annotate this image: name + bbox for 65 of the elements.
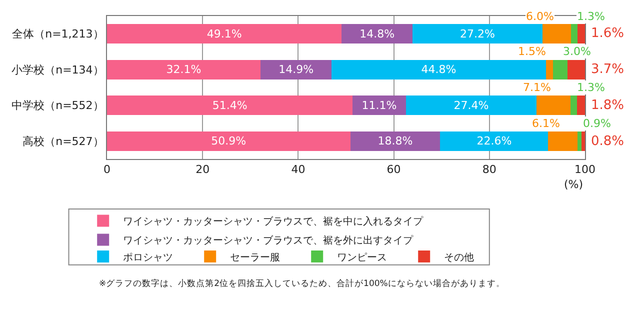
bar bbox=[576, 96, 585, 116]
bar bbox=[260, 60, 332, 80]
bar bbox=[440, 131, 548, 151]
bar bbox=[546, 60, 553, 80]
data-label: 44.8% bbox=[421, 63, 456, 76]
data-label: 6.1% bbox=[532, 117, 560, 130]
bar bbox=[107, 60, 260, 80]
x-axis-title: (%) bbox=[564, 178, 584, 191]
data-label: 1.6% bbox=[591, 26, 624, 41]
data-label: 3.7% bbox=[591, 62, 624, 77]
bar bbox=[350, 131, 440, 151]
x-tick-label: 20 bbox=[196, 163, 210, 176]
y-tick-label: 中学校（n=552） bbox=[12, 99, 104, 112]
data-label: 22.6% bbox=[476, 134, 512, 148]
data-label: 0.8% bbox=[591, 134, 624, 149]
legend-label: ワンピース bbox=[337, 252, 388, 264]
data-label: 50.9% bbox=[211, 134, 246, 148]
data-label: 1.3% bbox=[577, 81, 605, 94]
bar bbox=[107, 96, 353, 116]
legend-label: ワイシャツ・カッターシャツ・ブラウスで、裾を中に入れるタイプ bbox=[123, 216, 424, 228]
bar bbox=[406, 96, 537, 116]
x-tick-label: 60 bbox=[386, 163, 401, 176]
bar bbox=[352, 96, 406, 116]
bar bbox=[542, 24, 572, 44]
bar bbox=[107, 131, 350, 151]
bar bbox=[552, 60, 568, 80]
legend-label: ポロシャツ bbox=[123, 252, 174, 264]
legend-label: その他 bbox=[444, 251, 474, 264]
bar bbox=[332, 60, 546, 80]
data-label: 1.3% bbox=[577, 10, 605, 23]
data-label: 51.4% bbox=[212, 98, 248, 112]
data-label: 27.4% bbox=[454, 98, 489, 112]
data-label: 3.0% bbox=[563, 45, 591, 58]
bar bbox=[107, 24, 342, 44]
data-label: 32.1% bbox=[166, 63, 202, 76]
bar bbox=[567, 60, 585, 80]
bar bbox=[577, 131, 582, 151]
x-tick-label: 0 bbox=[104, 163, 110, 176]
data-label: 7.1% bbox=[523, 81, 551, 94]
bar bbox=[570, 96, 577, 116]
data-label: 1.8% bbox=[591, 98, 624, 113]
y-tick-label: 高校（n=527） bbox=[22, 134, 104, 148]
data-label: 18.8% bbox=[378, 134, 413, 148]
x-tick-label: 40 bbox=[291, 163, 306, 176]
bar bbox=[548, 131, 578, 151]
bar bbox=[342, 24, 412, 44]
data-label: 11.1% bbox=[362, 98, 397, 112]
text: ※グラフの数字は、小数点第2位を四捨五入しているため、合計が100%にならない場合があります。 bbox=[99, 278, 505, 289]
y-tick-label: 小学校（n=134） bbox=[12, 63, 104, 76]
bar bbox=[412, 24, 542, 44]
bar bbox=[582, 131, 585, 151]
y-tick-label: 全体（n=1,213） bbox=[12, 28, 104, 41]
legend-label: ワイシャツ・カッターシャツ・ブラウスで、裾を外に出すタイプ bbox=[123, 234, 414, 247]
bar bbox=[571, 24, 578, 44]
x-tick-label: 100 bbox=[574, 163, 596, 176]
data-label: 27.2% bbox=[460, 27, 495, 40]
x-tick-label: 80 bbox=[482, 163, 496, 176]
data-label: 49.1% bbox=[206, 27, 242, 40]
legend-label: セーラー服 bbox=[230, 252, 280, 264]
data-label: 14.9% bbox=[278, 63, 314, 76]
bar bbox=[536, 96, 571, 116]
data-label: 14.8% bbox=[360, 27, 395, 40]
data-label: 6.0% bbox=[526, 10, 554, 23]
data-label: 1.5% bbox=[518, 45, 546, 58]
data-label: 0.9% bbox=[583, 117, 611, 130]
